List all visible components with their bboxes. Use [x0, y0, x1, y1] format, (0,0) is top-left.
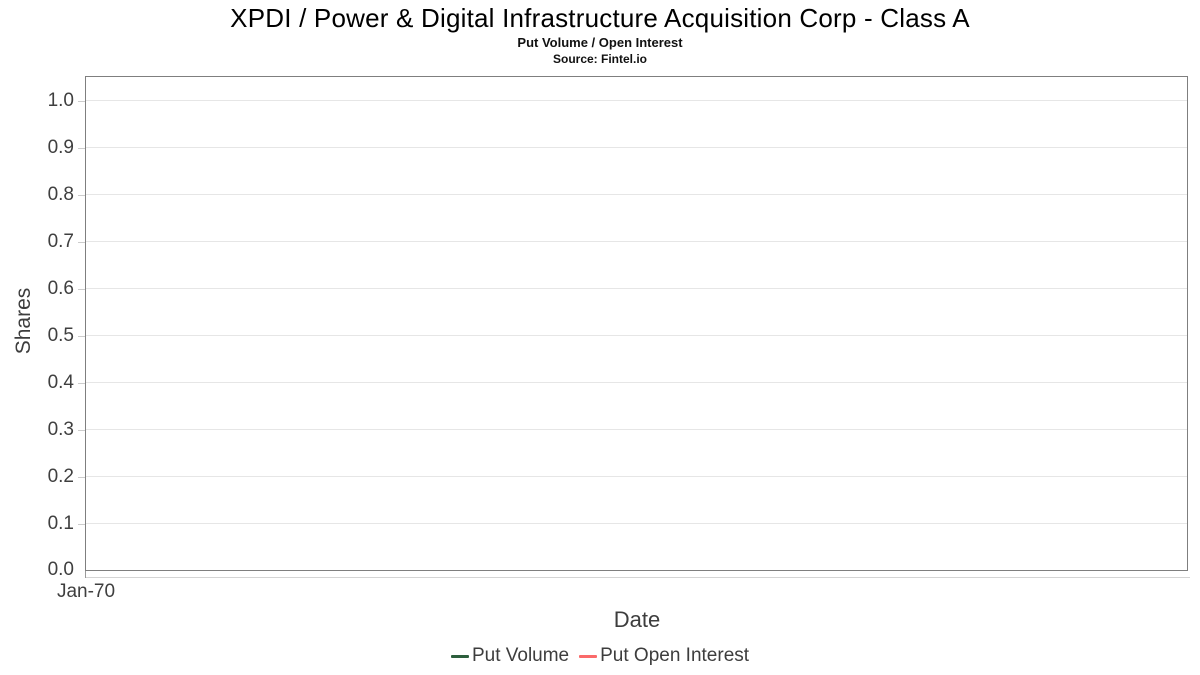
- y-tick: [78, 477, 85, 478]
- y-tick-label: 0.5: [47, 325, 74, 346]
- y-tick-label: 0.2: [47, 466, 74, 487]
- y-tick-label: 1.0: [47, 90, 74, 111]
- gridline: [86, 194, 1187, 195]
- y-tick-label: 0.0: [47, 559, 74, 580]
- y-tick: [78, 148, 85, 149]
- chart-title: XPDI / Power & Digital Infrastructure Ac…: [230, 3, 970, 33]
- y-tick: [78, 430, 85, 431]
- y-axis-title: Shares: [12, 287, 35, 355]
- gridline: [86, 241, 1187, 242]
- put-open-interest-line-swatch: [579, 654, 598, 658]
- y-tick-label: 0.8: [47, 184, 74, 205]
- y-tick: [78, 195, 85, 196]
- y-tick: [78, 101, 85, 102]
- gridline: [86, 288, 1187, 289]
- y-tick-label: 0.7: [47, 231, 74, 252]
- y-tick-label: 0.9: [47, 137, 74, 158]
- legend-item-put-volume[interactable]: Put Volume: [450, 645, 570, 667]
- plot-area: [85, 76, 1188, 571]
- gridline: [86, 335, 1187, 336]
- y-tick-label: 0.4: [47, 372, 74, 393]
- y-tick: [78, 524, 85, 525]
- x-axis-title: Date: [613, 607, 661, 632]
- x-tick: [85, 571, 86, 578]
- x-tick-label: Jan-70: [56, 581, 116, 602]
- y-tick: [78, 289, 85, 290]
- legend-item-put-open-interest[interactable]: Put Open Interest: [579, 645, 749, 667]
- gridline: [86, 100, 1187, 101]
- gridline: [86, 147, 1187, 148]
- put-volume-line-swatch: [450, 654, 469, 658]
- legend-label: Put Open Interest: [600, 645, 750, 666]
- gridline: [86, 382, 1187, 383]
- chart-subtitle: Put Volume / Open Interest: [517, 35, 683, 50]
- y-tick-label: 0.6: [47, 278, 74, 299]
- y-tick: [78, 336, 85, 337]
- y-tick: [78, 383, 85, 384]
- legend-label: Put Volume: [471, 645, 570, 666]
- gridline: [86, 476, 1187, 477]
- y-tick-label: 0.1: [47, 513, 74, 534]
- chart-source: Source: Fintel.io: [552, 52, 647, 66]
- gridline: [86, 523, 1187, 524]
- gridline: [86, 429, 1187, 430]
- y-tick: [78, 242, 85, 243]
- y-tick-label: 0.3: [47, 419, 74, 440]
- x-axis-line: [85, 577, 1190, 578]
- chart-legend: Put Volume Put Open Interest: [0, 645, 1200, 667]
